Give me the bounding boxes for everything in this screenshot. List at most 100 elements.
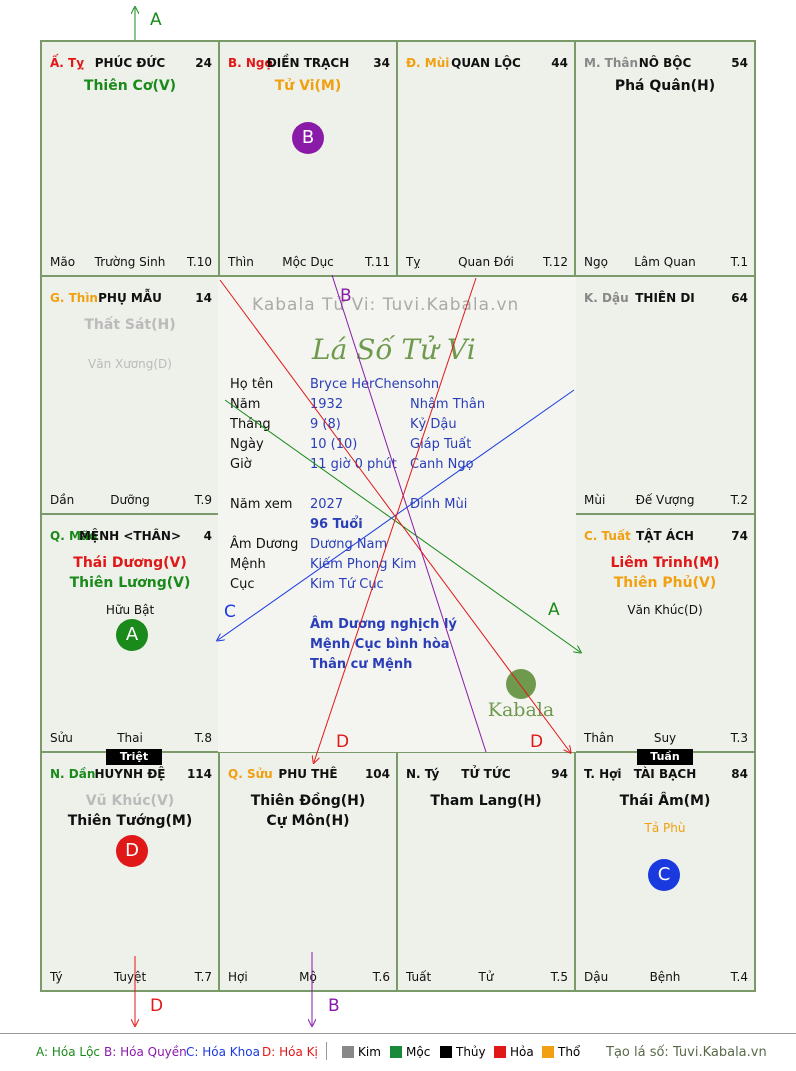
footer-branch: Ngọ — [584, 255, 608, 269]
legend-kim: Kim — [342, 1045, 381, 1059]
palace-name: NÔ BỘC — [638, 56, 692, 70]
legend-site-link[interactable]: Tạo lá số: Tuvi.Kabala.vn — [606, 1045, 767, 1060]
palace-mui[interactable]: Đ. Mùi QUAN LỘC 44 Tỵ Quan Đới T.12 — [396, 40, 576, 277]
arrow-label-b-center: B — [340, 286, 352, 306]
palace-dan[interactable]: N. Dần HUYNH ĐỆ 114 Vũ Khúc(V) Thiên Tướng(M… — [40, 751, 220, 992]
footer-branch: Mão — [50, 255, 76, 269]
label-menh: Mệnh — [230, 557, 266, 572]
footer-branch: Mùi — [584, 493, 606, 507]
legend-hoa-khoa: C: Hóa Khoa — [186, 1045, 260, 1059]
footer-stage: Trường Sinh — [94, 255, 166, 269]
legend-hoa-loc: A: Hóa Lộc — [36, 1045, 101, 1059]
palace-age: 4 — [203, 529, 212, 543]
arrow-label-a-top: A — [150, 10, 162, 30]
palace-hoi[interactable]: T. Hợi TÀI BẠCH 84 Thái Âm(M) Tả Phù Dậu Bệnh T… — [574, 751, 756, 992]
footer-branch: Thìn — [228, 255, 254, 269]
major-star: Vũ Khúc(V) — [85, 793, 175, 809]
footer-month: T.12 — [543, 255, 568, 269]
palace-ty[interactable]: Ấ. Tỵ PHÚC ĐỨC 24 Thiên Cơ(V) Mão Trường Sinh… — [40, 40, 220, 277]
branch-label: M. Thân — [584, 56, 639, 70]
value-tuoi: 96 Tuổi — [310, 517, 363, 532]
palace-thin[interactable]: G. Thìn PHỤ MẪU 14 Thất Sát(H) Văn Xương(D) D… — [40, 275, 220, 515]
branch-label: C. Tuất — [584, 529, 631, 543]
footer-stage: Tử — [478, 970, 494, 984]
footer-month: T.11 — [365, 255, 390, 269]
footer-branch: Sửu — [50, 731, 73, 745]
footer-stage: Đế Vượng — [635, 493, 695, 507]
palace-name: MỆNH <THÂN> — [78, 529, 182, 543]
palace-age: 84 — [731, 767, 748, 781]
palace-dau[interactable]: K. Dậu THIÊN DI 64 Mùi Đế Vượng T.2 — [574, 275, 756, 515]
arrow-label-a-right: A — [548, 600, 560, 620]
label-ho-ten: Họ tên — [230, 377, 274, 392]
palace-than[interactable]: M. Thân NÔ BỘC 54 Phá Quân(H) Ngọ Lâm Quan T.1 — [574, 40, 756, 277]
palace-name: TỬ TỨC — [461, 767, 511, 781]
footer-month: T.8 — [194, 731, 212, 745]
legend-hoa: Hỏa — [494, 1045, 534, 1059]
palace-name: ĐIỀN TRẠCH — [266, 56, 350, 70]
footer-stage: Lâm Quan — [634, 255, 696, 269]
footer-month: T.4 — [730, 970, 748, 984]
palace-name: QUAN LỘC — [451, 56, 521, 70]
legend-tho: Thổ — [542, 1045, 580, 1059]
branch-label: N. Tý — [406, 767, 440, 781]
tuan-badge: Tuần — [637, 749, 693, 765]
minor-star: Văn Xương(D) — [88, 357, 172, 371]
label-thang: Tháng — [230, 417, 271, 432]
footer-month: T.6 — [372, 970, 390, 984]
minor-star: Tả Phù — [644, 821, 686, 835]
palace-name: THIÊN DI — [635, 291, 695, 305]
footer-branch: Tỵ — [406, 255, 421, 269]
palace-name: PHỤ MẪU — [98, 291, 162, 305]
footer-stage: Mộ — [299, 970, 317, 984]
value-nam-xem: 2027 — [310, 497, 344, 512]
triet-badge: Triệt — [106, 749, 162, 765]
tree-icon — [506, 669, 536, 699]
value-menh: Kiếm Phong Kim — [310, 557, 417, 572]
palace-ngo[interactable]: B. Ngọ ĐIỀN TRẠCH 34 Tử Vi(M) Thìn Mộc Dục T.1… — [218, 40, 398, 277]
minor-star: Hữu Bật — [105, 603, 155, 617]
arrow-label-d-2: D — [530, 732, 544, 752]
legend-thuy: Thủy — [440, 1045, 486, 1059]
hoa-marker-b: B — [292, 122, 324, 154]
major-star: Thiên Đồng(H) — [250, 793, 366, 809]
arrow-label-d-bottom: D — [150, 996, 164, 1016]
center-info-panel: Kabala Tử Vi: Tuvi.Kabala.vn Lá Số Tử Vi… — [218, 277, 576, 752]
footer-stage: Quan Đới — [458, 255, 514, 269]
value-gio: 11 giờ 0 phút — [310, 457, 397, 472]
legend-divider — [326, 1042, 327, 1060]
footer-stage: Tuyệt — [113, 970, 147, 984]
footer-branch: Thân — [584, 731, 614, 745]
palace-suu[interactable]: Q. Sửu PHU THÊ 104 Thiên Đồng(H) Cự Môn(H) Hợ… — [218, 751, 398, 992]
palace-ty-rat[interactable]: N. Tý TỬ TỨC 94 Tham Lang(H) Tuất Tử T.5 — [396, 751, 576, 992]
arrow-label-b-bottom: B — [328, 996, 340, 1016]
major-star: Liêm Trinh(M) — [610, 555, 720, 571]
hoa-marker-a: A — [116, 619, 148, 651]
footer-month: T.1 — [730, 255, 748, 269]
branch-label: G. Thìn — [50, 291, 98, 305]
branch-label: T. Hợi — [584, 767, 622, 781]
footer-month: T.9 — [194, 493, 212, 507]
palace-age: 54 — [731, 56, 748, 70]
footer-branch: Dậu — [584, 970, 609, 984]
arrow-label-d-1: D — [336, 732, 350, 752]
branch-label: Q. Mão — [50, 529, 98, 543]
branch-label: N. Dần — [50, 767, 96, 781]
footer-branch: Tý — [50, 970, 63, 984]
palace-tuat[interactable]: C. Tuất TẬT ÁCH 74 Liêm Trinh(M) Thiên Phủ(V… — [574, 513, 756, 753]
value-gio-can: Canh Ngọ — [410, 457, 474, 472]
palace-name: TÀI BẠCH — [633, 767, 697, 781]
palace-name: TẬT ÁCH — [636, 529, 694, 543]
arrow-label-c: C — [224, 602, 236, 622]
value-am-duong: Dương Nam — [310, 537, 388, 552]
footer-stage: Suy — [653, 731, 677, 745]
note-menh-cuc: Mệnh Cục bình hòa — [310, 637, 450, 652]
legend-hoa-ki: D: Hóa Kị — [262, 1045, 318, 1059]
palace-age: 94 — [551, 767, 568, 781]
footer-branch: Hợi — [228, 970, 248, 984]
tuvi-chart: Ấ. Tỵ PHÚC ĐỨC 24 Thiên Cơ(V) Mão Trường Sinh… — [40, 40, 756, 992]
footer-month: T.3 — [730, 731, 748, 745]
palace-age: 114 — [186, 767, 212, 781]
palace-mao[interactable]: Q. Mão MỆNH <THÂN> 4 Thái Dương(V) Thiên Lươ… — [40, 513, 220, 753]
branch-label: Đ. Mùi — [406, 56, 450, 70]
